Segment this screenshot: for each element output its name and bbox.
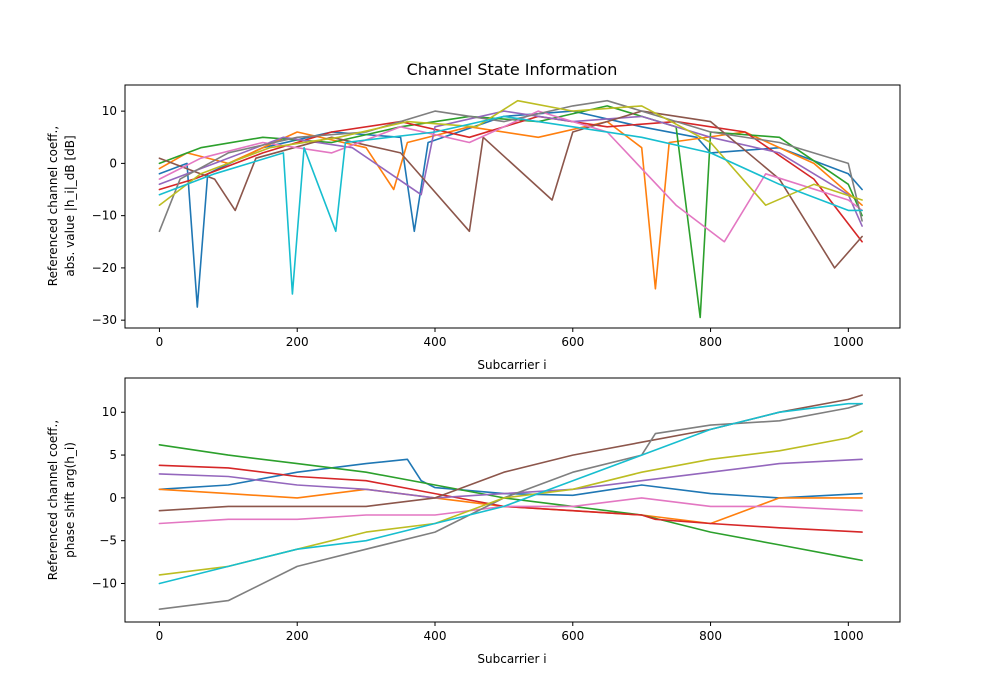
- phase-y-tick-label: 5: [109, 448, 117, 462]
- magnitude-y-tick-label: 0: [109, 156, 117, 170]
- magnitude-series-line-9: [158, 115, 863, 295]
- magnitude-series-line-1: [158, 120, 863, 290]
- magnitude-x-tick-label: 0: [156, 335, 164, 349]
- phase-x-tick-label: 400: [424, 629, 447, 643]
- phase-y-axis-label-line1: Referenced channel coeff.,: [46, 420, 60, 580]
- phase-x-tick-label: 800: [699, 629, 722, 643]
- phase-series-line-0: [158, 458, 863, 499]
- magnitude-x-axis-label: Subcarrier i: [477, 358, 546, 372]
- chart-title: Channel State Information: [407, 60, 618, 79]
- phase-series-group: [158, 394, 863, 611]
- magnitude-y-tick-label: −30: [92, 313, 117, 327]
- magnitude-series-line-0: [158, 110, 863, 308]
- phase-series-line-3: [158, 464, 863, 533]
- magnitude-series-line-2: [158, 105, 863, 319]
- phase-x-tick-label: 200: [286, 629, 309, 643]
- magnitude-x-tick-label: 400: [424, 335, 447, 349]
- magnitude-x-tick-label: 1000: [833, 335, 864, 349]
- phase-x-tick-label: 0: [156, 629, 164, 643]
- magnitude-x-tick-label: 600: [561, 335, 584, 349]
- magnitude-plot: Channel State Information 0 200 400 600 800 1…: [46, 60, 901, 372]
- phase-plot-frame: [124, 377, 901, 623]
- phase-y-tick-label: 10: [102, 405, 117, 419]
- magnitude-x-tick-label: 800: [699, 335, 722, 349]
- phase-series-line-9: [158, 402, 863, 585]
- magnitude-series-line-6: [158, 110, 863, 243]
- phase-y-tick-label: −5: [99, 534, 117, 548]
- magnitude-y-tick-label: −10: [92, 209, 117, 223]
- magnitude-plot-frame: [124, 84, 901, 329]
- magnitude-y-tick-label: 10: [102, 104, 117, 118]
- phase-axis-ticks: 0 200 400 600 800 1000 −10 −5 0 5 10: [92, 405, 864, 643]
- magnitude-series-line-4: [158, 110, 863, 227]
- magnitude-x-tick-label: 200: [286, 335, 309, 349]
- phase-series-line-4: [158, 458, 863, 499]
- magnitude-y-axis-label-line2: abs. value |h_i|_dB [dB]: [63, 135, 77, 276]
- magnitude-series-line-7: [158, 99, 863, 233]
- magnitude-y-axis-label-line1: Referenced channel coeff.,: [46, 126, 60, 286]
- phase-y-tick-label: 0: [109, 491, 117, 505]
- phase-x-axis-label: Subcarrier i: [477, 652, 546, 666]
- phase-x-tick-label: 1000: [833, 629, 864, 643]
- magnitude-series-line-8: [158, 99, 863, 206]
- phase-y-axis-label-line2: phase shift arg(h_i): [63, 442, 77, 558]
- magnitude-axis-ticks: 0 200 400 600 800 1000 −30 −20 −10 0 10: [92, 104, 864, 349]
- phase-y-tick-label: −10: [92, 576, 117, 590]
- magnitude-series-group: [158, 99, 863, 319]
- magnitude-series-line-5: [158, 110, 863, 269]
- phase-series-line-2: [158, 443, 863, 562]
- phase-x-tick-label: 600: [561, 629, 584, 643]
- phase-series-line-7: [158, 402, 863, 611]
- magnitude-y-tick-label: −20: [92, 261, 117, 275]
